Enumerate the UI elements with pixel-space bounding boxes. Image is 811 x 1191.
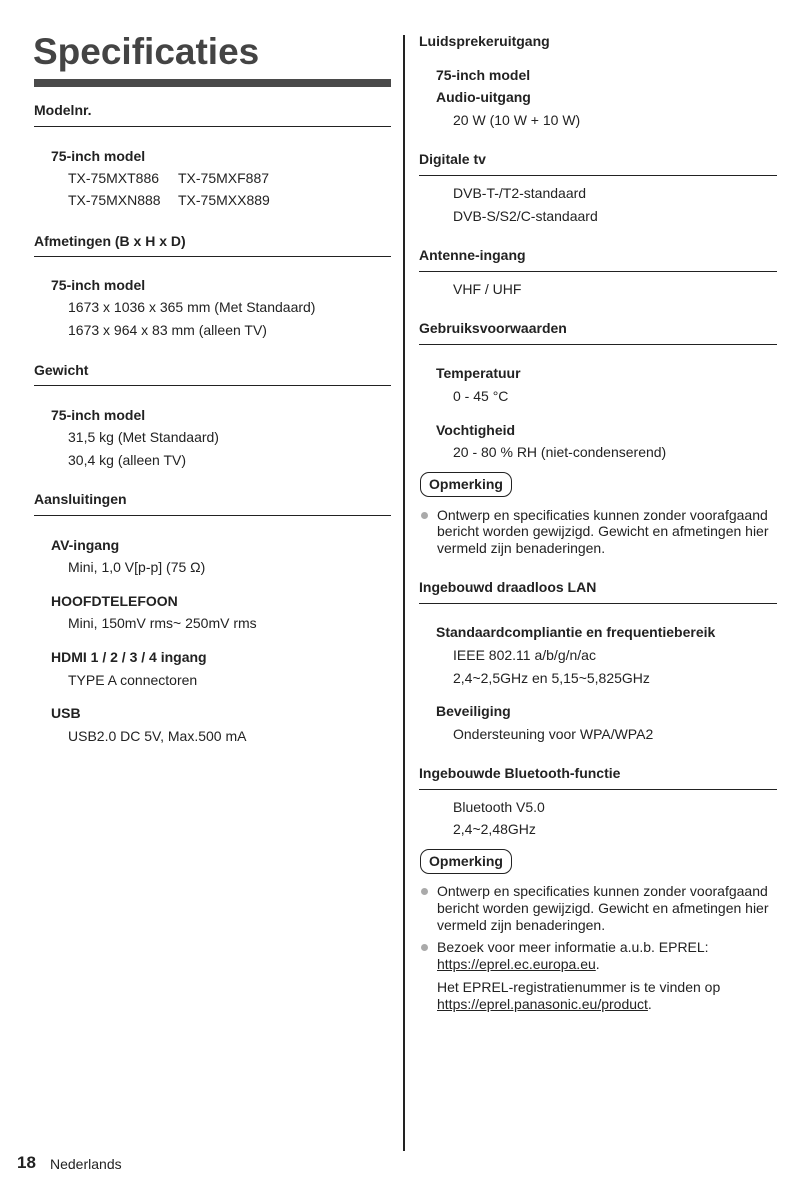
value: 0 - 45 °C bbox=[453, 388, 509, 404]
subheading: Beveiliging bbox=[436, 703, 511, 719]
model-number: TX-75MXX889 bbox=[178, 192, 270, 208]
value: VHF / UHF bbox=[453, 281, 522, 297]
divider bbox=[34, 126, 391, 127]
value: 30,4 kg (alleen TV) bbox=[68, 452, 187, 468]
value: Ondersteuning voor WPA/WPA2 bbox=[453, 726, 654, 742]
divider bbox=[419, 344, 777, 345]
divider bbox=[419, 603, 777, 604]
value: USB2.0 DC 5V, Max.500 mA bbox=[68, 728, 247, 744]
value: DVB-S/S2/C-standaard bbox=[453, 208, 598, 224]
page-title: Specificaties bbox=[33, 31, 260, 72]
model-number: TX-75MXT886 bbox=[68, 170, 160, 186]
note-text: Ontwerp en specificaties kunnen zonder v… bbox=[437, 883, 768, 899]
note-text: vermeld zijn benaderingen. bbox=[437, 917, 606, 933]
section-heading: Luidsprekeruitgang bbox=[419, 33, 550, 49]
model-number: TX-75MXN888 bbox=[68, 192, 161, 208]
subheading: 75-inch model bbox=[51, 277, 146, 293]
subheading: Standaardcompliantie en frequentiebereik bbox=[436, 624, 716, 640]
panasonic-eprel-link[interactable]: https://eprel.panasonic.eu/product bbox=[437, 996, 648, 1012]
divider bbox=[419, 789, 777, 790]
divider bbox=[419, 175, 777, 176]
section-heading: Antenne-ingang bbox=[419, 247, 526, 263]
subheading: Temperatuur bbox=[436, 365, 521, 381]
divider bbox=[34, 256, 391, 257]
bullet-icon bbox=[421, 944, 428, 951]
divider bbox=[419, 271, 777, 272]
section-heading: Digitale tv bbox=[419, 151, 486, 167]
section-heading: Ingebouwd draadloos LAN bbox=[419, 579, 597, 595]
value: 31,5 kg (Met Standaard) bbox=[68, 429, 219, 445]
note-text: Het EPREL-registratienummer is te vinden… bbox=[437, 979, 721, 995]
model-number: TX-75MXF887 bbox=[178, 170, 270, 186]
bullet-icon bbox=[421, 512, 428, 519]
note-text: bericht worden gewijzigd. Gewicht en afm… bbox=[437, 523, 769, 539]
note-text: Bezoek voor meer informatie a.u.b. EPREL… bbox=[437, 939, 709, 955]
section-heading: Gebruiksvoorwaarden bbox=[419, 320, 567, 336]
note-text: vermeld zijn benaderingen. bbox=[437, 540, 606, 556]
column-divider bbox=[403, 35, 405, 1151]
value: 2,4~2,5GHz en 5,15~5,825GHz bbox=[453, 670, 650, 686]
value: 1673 x 1036 x 365 mm (Met Standaard) bbox=[68, 299, 316, 315]
value: 2,4~2,48GHz bbox=[453, 821, 536, 837]
section-heading: Ingebouwde Bluetooth-functie bbox=[419, 765, 621, 781]
value: Mini, 150mV rms~ 250mV rms bbox=[68, 615, 257, 631]
subheading: 75-inch model bbox=[51, 407, 146, 423]
section-heading: Modelnr. bbox=[34, 102, 92, 118]
note-text: Ontwerp en specificaties kunnen zonder v… bbox=[437, 507, 768, 523]
subheading: HDMI 1 / 2 / 3 / 4 ingang bbox=[51, 649, 207, 665]
section-heading: Afmetingen (B x H x D) bbox=[34, 233, 186, 249]
value: 1673 x 964 x 83 mm (alleen TV) bbox=[68, 322, 267, 338]
eprel-link-line: https://eprel.ec.europa.eu. bbox=[437, 955, 600, 973]
title-bar bbox=[34, 79, 391, 87]
value: Mini, 1,0 V[p-p] (75 Ω) bbox=[68, 559, 206, 575]
subheading: Audio-uitgang bbox=[436, 89, 531, 105]
eprel-link[interactable]: https://eprel.ec.europa.eu bbox=[437, 956, 596, 972]
panasonic-link-line: https://eprel.panasonic.eu/product. bbox=[437, 995, 652, 1013]
value: 20 W (10 W + 10 W) bbox=[453, 112, 581, 128]
divider bbox=[34, 385, 391, 386]
note-label: Opmerking bbox=[420, 472, 512, 497]
section-heading: Gewicht bbox=[34, 362, 89, 378]
value: DVB-T-/T2-standaard bbox=[453, 185, 587, 201]
section-heading: Aansluitingen bbox=[34, 491, 127, 507]
value: TYPE A connectoren bbox=[68, 672, 198, 688]
subheading: USB bbox=[51, 705, 81, 721]
subheading: 75-inch model bbox=[51, 148, 146, 164]
bullet-icon bbox=[421, 888, 428, 895]
period: . bbox=[595, 956, 600, 972]
period: . bbox=[647, 996, 652, 1012]
subheading: 75-inch model bbox=[436, 67, 531, 83]
subheading: AV-ingang bbox=[51, 537, 120, 553]
note-text: bericht worden gewijzigd. Gewicht en afm… bbox=[437, 900, 769, 916]
divider bbox=[34, 515, 391, 516]
subheading: Vochtigheid bbox=[436, 422, 516, 438]
value: 20 - 80 % RH (niet-condenserend) bbox=[453, 444, 667, 460]
value: Bluetooth V5.0 bbox=[453, 799, 545, 815]
subheading: HOOFDTELEFOON bbox=[51, 593, 178, 609]
page-number: 18 bbox=[17, 1153, 36, 1172]
footer-language: Nederlands bbox=[50, 1156, 122, 1172]
value: IEEE 802.11 a/b/g/n/ac bbox=[453, 647, 596, 663]
note-label: Opmerking bbox=[420, 849, 512, 874]
